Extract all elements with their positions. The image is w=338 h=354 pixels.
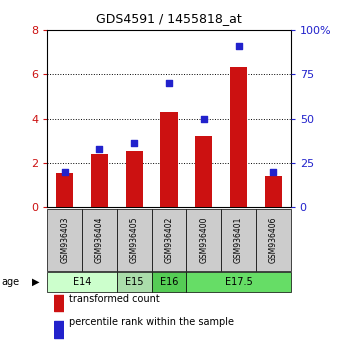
Text: E17.5: E17.5	[225, 277, 252, 287]
Text: GSM936404: GSM936404	[95, 217, 104, 263]
Text: percentile rank within the sample: percentile rank within the sample	[69, 317, 234, 327]
Bar	[195, 136, 213, 207]
FancyBboxPatch shape	[186, 209, 221, 271]
FancyBboxPatch shape	[256, 209, 291, 271]
Text: GSM936405: GSM936405	[130, 217, 139, 263]
Text: GSM936402: GSM936402	[165, 217, 173, 263]
Point	[271, 169, 276, 175]
Bar	[125, 151, 143, 207]
FancyBboxPatch shape	[117, 209, 152, 271]
Point	[166, 80, 172, 86]
Point	[62, 169, 67, 175]
Bar	[265, 176, 282, 207]
Bar	[54, 321, 64, 338]
FancyBboxPatch shape	[152, 209, 186, 271]
Text: transformed count: transformed count	[69, 294, 160, 304]
Bar	[230, 67, 247, 207]
Bar	[160, 112, 178, 207]
FancyBboxPatch shape	[117, 272, 152, 292]
FancyBboxPatch shape	[221, 209, 256, 271]
Text: GSM936406: GSM936406	[269, 217, 278, 263]
FancyBboxPatch shape	[152, 272, 186, 292]
Text: E15: E15	[125, 277, 144, 287]
FancyBboxPatch shape	[47, 209, 82, 271]
Bar	[91, 154, 108, 207]
FancyBboxPatch shape	[82, 209, 117, 271]
Bar	[56, 173, 73, 207]
Text: age: age	[2, 277, 20, 287]
Text: E14: E14	[73, 277, 91, 287]
Text: E16: E16	[160, 277, 178, 287]
FancyBboxPatch shape	[47, 272, 117, 292]
Point	[131, 141, 137, 146]
Text: GSM936403: GSM936403	[60, 217, 69, 263]
Text: GSM936401: GSM936401	[234, 217, 243, 263]
Bar	[54, 295, 64, 311]
Text: GSM936400: GSM936400	[199, 217, 208, 263]
FancyBboxPatch shape	[186, 272, 291, 292]
Text: GDS4591 / 1455818_at: GDS4591 / 1455818_at	[96, 12, 242, 25]
Point	[97, 146, 102, 152]
Point	[201, 116, 207, 121]
Text: ▶: ▶	[32, 277, 40, 287]
Point	[236, 43, 241, 49]
